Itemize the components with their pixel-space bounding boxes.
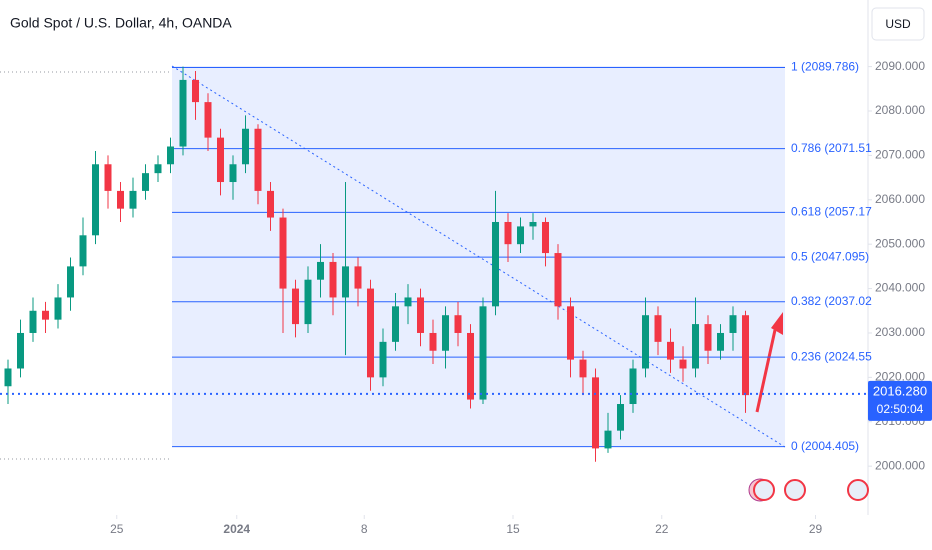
candle-body (54, 297, 62, 320)
event-icon[interactable] (784, 479, 806, 501)
candle-body (554, 253, 562, 307)
candle-body (367, 288, 374, 378)
candle-body (104, 164, 112, 191)
candle-body (717, 332, 724, 351)
y-tick-label: 2090.000 (875, 59, 925, 73)
candle-body (529, 221, 537, 227)
candle-body (454, 315, 462, 333)
y-tick-label: 2060.000 (875, 192, 925, 206)
candle-body (479, 306, 487, 400)
candle-body (192, 79, 199, 103)
last-price-box (868, 380, 932, 421)
candle-body (167, 146, 174, 165)
trend-line (171, 65, 786, 448)
candle-body (542, 221, 549, 254)
candle-body (404, 297, 412, 307)
candle-body (642, 315, 649, 369)
y-tick-label: 2080.000 (875, 103, 925, 117)
candle-body (154, 164, 162, 174)
last-price-label: 2016.280 (873, 383, 927, 398)
fib-label: 0.786 (2071.51 (791, 141, 872, 155)
candle-body (42, 310, 49, 320)
arrow-head (771, 312, 783, 335)
currency-label[interactable]: USD (885, 17, 911, 31)
candle-body (242, 128, 249, 165)
candle-body (4, 368, 12, 387)
y-tick-label: 2030.000 (875, 325, 925, 339)
arrow (755, 329, 777, 413)
candle-body (492, 221, 499, 307)
candle-body (217, 137, 224, 183)
candle-body (604, 430, 612, 449)
y-tick-label: 2000.000 (875, 458, 925, 472)
fib-label: 0.382 (2037.02 (791, 294, 872, 308)
candle-body (204, 102, 212, 138)
candle-body (29, 310, 37, 333)
x-tick-label: 8 (361, 522, 368, 536)
candle-body (267, 190, 274, 218)
candle-body (379, 341, 387, 378)
candle-body (279, 217, 287, 289)
candle-body (229, 164, 237, 183)
fib-label: 0.236 (2024.55 (791, 349, 872, 363)
candle-body (292, 288, 299, 325)
candle-body (67, 266, 74, 298)
fib-label: 0 (2004.405) (791, 439, 859, 453)
candle-body (342, 266, 349, 298)
x-tick-label: 15 (506, 522, 520, 536)
candle-body (179, 79, 187, 147)
candle-body (79, 235, 87, 267)
event-icon[interactable] (753, 479, 775, 501)
fib-label: 1 (2089.786) (791, 60, 859, 74)
candle-body (692, 324, 699, 369)
candle-body (654, 315, 662, 342)
y-tick-label: 2070.000 (875, 148, 925, 162)
candle-body (129, 190, 137, 209)
candle-body (679, 359, 687, 369)
event-icons (748, 478, 869, 502)
candle-body (142, 173, 149, 191)
candle-body (592, 377, 599, 449)
candle-body (517, 226, 524, 245)
candle-body (617, 404, 624, 431)
candle-body (392, 306, 399, 342)
candle-body (504, 221, 512, 245)
candle-body (742, 315, 749, 396)
candle-body (667, 341, 674, 360)
candle-body (117, 190, 124, 209)
candle-body (704, 324, 712, 351)
y-tick-label: 2050.000 (875, 236, 925, 250)
y-tick-label: 2020.000 (875, 370, 925, 384)
candle-body (254, 128, 262, 191)
currency-button[interactable] (871, 7, 925, 41)
candle-body (417, 297, 424, 333)
candle-body (354, 266, 362, 289)
y-tick-label: 2040.000 (875, 281, 925, 295)
fib-label: 0.5 (2047.095) (791, 249, 869, 263)
candle-body (304, 279, 312, 325)
candle-body (629, 368, 637, 405)
candle-body (17, 332, 24, 369)
candle-body (429, 332, 437, 351)
x-tick-label: 29 (809, 522, 823, 536)
candle-body (329, 261, 337, 298)
x-tick-label: 2024 (223, 522, 250, 536)
countdown: 02:50:04 (877, 402, 924, 416)
x-tick-label: 22 (655, 522, 669, 536)
candle-body (579, 359, 587, 378)
chart-title: Gold Spot / U.S. Dollar, 4h, OANDA (10, 15, 232, 31)
x-tick-label: 25 (110, 522, 124, 536)
candle-body (92, 164, 99, 236)
candle-body (467, 332, 474, 400)
event-icon[interactable] (847, 479, 869, 501)
candle-body (317, 261, 324, 280)
fib-label: 0.618 (2057.17 (791, 205, 872, 219)
candle-body (729, 315, 737, 333)
candle-body (567, 306, 574, 360)
candle-body (442, 315, 449, 351)
